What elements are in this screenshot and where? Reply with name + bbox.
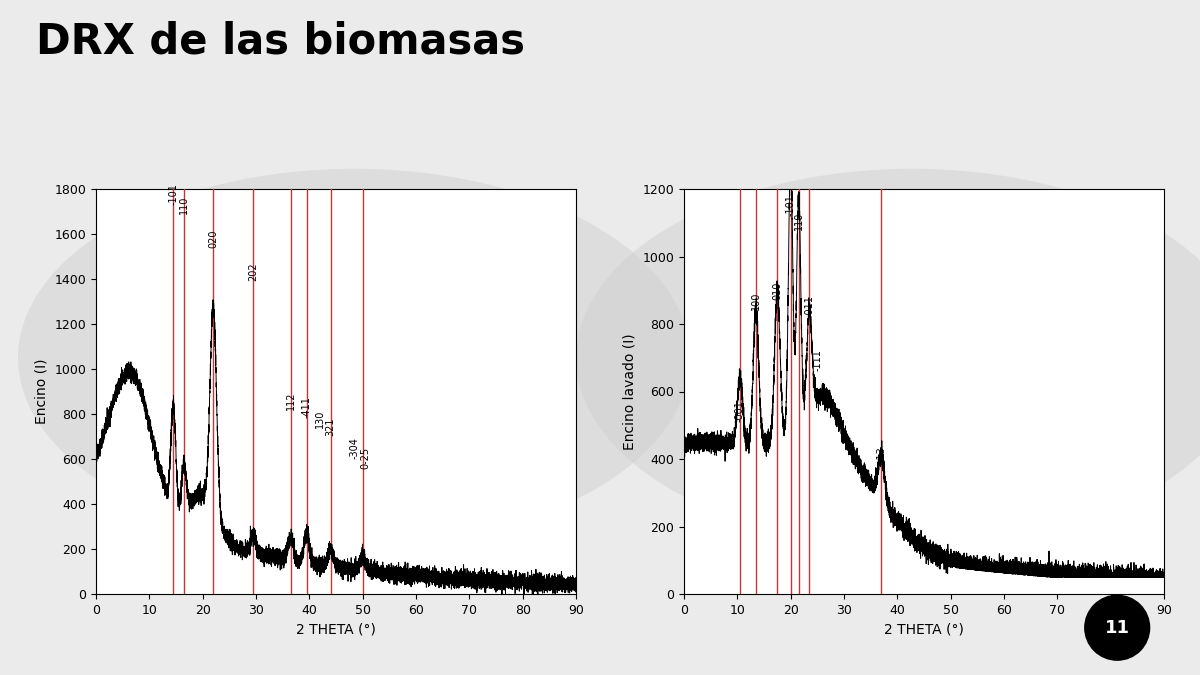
Text: 11: 11	[1105, 619, 1129, 637]
Text: 110: 110	[179, 195, 190, 214]
Text: -304: -304	[349, 437, 360, 459]
Text: -101: -101	[786, 194, 796, 216]
Text: -411: -411	[301, 397, 312, 418]
X-axis label: 2 THETA (°): 2 THETA (°)	[296, 622, 376, 637]
Text: 130: 130	[314, 409, 325, 427]
Text: DRX de las biomasas: DRX de las biomasas	[36, 20, 526, 62]
Y-axis label: Encino lavado (I): Encino lavado (I)	[623, 333, 637, 450]
Text: 0-25: 0-25	[360, 447, 371, 469]
Text: 112: 112	[286, 391, 295, 410]
Text: 110: 110	[793, 211, 804, 230]
Text: -001: -001	[734, 400, 745, 422]
Text: 321: 321	[325, 418, 336, 437]
Text: -111: -111	[812, 350, 822, 371]
Text: -101: -101	[168, 183, 179, 205]
Text: 100: 100	[751, 292, 761, 310]
X-axis label: 2 THETA (°): 2 THETA (°)	[884, 622, 964, 637]
Text: -13: -13	[876, 447, 887, 462]
Circle shape	[1085, 595, 1150, 660]
Y-axis label: Encino (I): Encino (I)	[35, 358, 49, 425]
Text: 202: 202	[248, 263, 258, 281]
Text: 020: 020	[209, 229, 218, 248]
Text: 010: 010	[773, 282, 782, 300]
Text: -011: -011	[804, 296, 815, 317]
